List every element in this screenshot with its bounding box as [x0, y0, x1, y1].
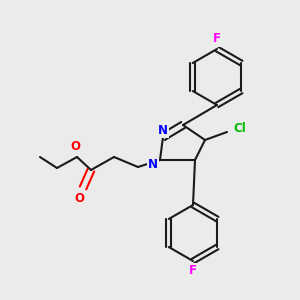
Text: N: N: [158, 124, 168, 136]
Text: F: F: [213, 32, 221, 46]
Text: F: F: [189, 265, 197, 278]
Text: O: O: [70, 140, 80, 154]
Text: Cl: Cl: [234, 122, 246, 134]
Text: N: N: [148, 158, 158, 170]
Text: O: O: [74, 191, 84, 205]
